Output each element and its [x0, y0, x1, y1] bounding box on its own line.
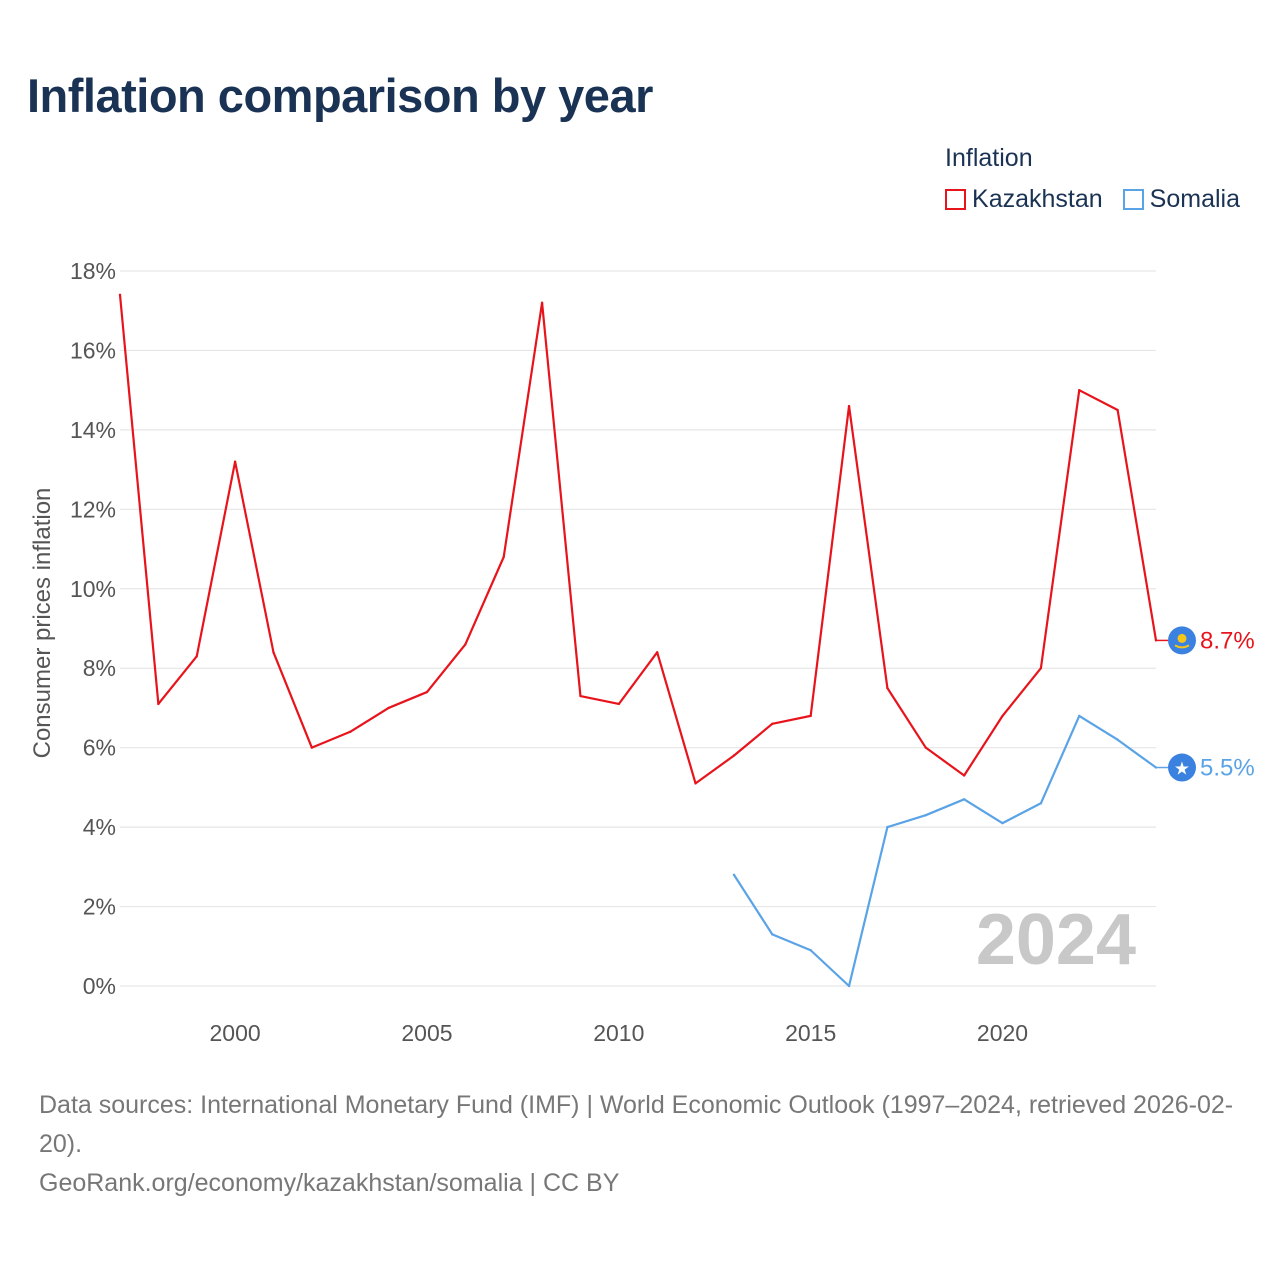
data-point-kazakhstan — [1039, 667, 1043, 670]
data-point-kazakhstan — [1001, 714, 1004, 718]
flag-icon-somalia — [1168, 753, 1196, 782]
y-axis-ticks: 0% 2% 4% 6% 8% 10% 12% 14% 16% 18% — [70, 258, 116, 999]
legend-label-kazakhstan: Kazakhstan — [972, 185, 1103, 213]
data-point-kazakhstan — [962, 774, 966, 777]
legend-swatch-somalia — [1122, 189, 1144, 210]
legend-item-somalia[interactable]: Somalia — [1122, 185, 1240, 214]
data-point-somalia — [1078, 714, 1081, 718]
y-tick-label: 0% — [83, 973, 116, 999]
data-point-kazakhstan — [1078, 388, 1081, 392]
data-point-somalia — [1001, 821, 1004, 825]
sun-icon — [1177, 633, 1187, 643]
data-point-somalia — [847, 984, 851, 988]
data-point-somalia — [732, 873, 736, 876]
data-point-kazakhstan — [771, 722, 774, 726]
end-value-label-somalia: 5.5% — [1200, 755, 1255, 782]
x-axis-ticks: 2000 2005 2010 2015 2020 — [210, 1020, 1029, 1046]
data-point-kazakhstan — [118, 293, 122, 297]
y-tick-label: 2% — [83, 894, 116, 920]
series-end-markers: 8.7% ★ 5.5% — [1156, 626, 1255, 782]
data-point-somalia — [924, 813, 927, 817]
y-tick-label: 18% — [70, 258, 116, 284]
end-value-label-kazakhstan: 8.7% — [1200, 627, 1255, 654]
data-point-kazakhstan — [847, 404, 851, 408]
source-link[interactable]: GeoRank.org/economy/kazakhstan/somalia |… — [39, 1169, 620, 1197]
eagle-icon — [1174, 644, 1190, 649]
data-source-note: Data sources: International Monetary Fun… — [39, 1091, 1234, 1158]
data-point-kazakhstan — [732, 754, 736, 757]
data-point-kazakhstan — [310, 746, 314, 749]
data-point-kazakhstan — [272, 651, 275, 654]
data-point-kazakhstan — [694, 782, 697, 785]
data-point-kazakhstan — [579, 694, 582, 698]
star-icon: ★ — [1174, 759, 1190, 779]
y-tick-label: 4% — [83, 814, 116, 840]
legend-swatch-kazakhstan — [945, 189, 967, 210]
x-tick-label: 2015 — [785, 1020, 836, 1046]
data-point-kazakhstan — [464, 643, 467, 646]
series-line-somalia[interactable] — [733, 714, 1157, 988]
data-point-kazakhstan — [233, 460, 237, 463]
data-point-kazakhstan — [924, 746, 927, 749]
data-point-somalia — [1116, 738, 1119, 741]
y-tick-label: 8% — [83, 655, 116, 681]
chart-title: Inflation comparison by year — [27, 69, 653, 122]
data-point-kazakhstan — [617, 702, 621, 706]
legend: Inflation Kazakhstan Somalia — [945, 144, 1240, 214]
data-point-somalia — [809, 949, 812, 952]
data-point-kazakhstan — [157, 702, 160, 706]
legend-item-kazakhstan[interactable]: Kazakhstan — [945, 185, 1103, 214]
data-point-somalia — [886, 825, 889, 829]
data-point-kazakhstan — [387, 706, 390, 710]
data-point-somalia — [771, 933, 774, 936]
x-tick-label: 2010 — [593, 1020, 644, 1046]
y-tick-label: 10% — [70, 576, 116, 602]
y-tick-label: 14% — [70, 417, 116, 443]
data-point-kazakhstan — [809, 714, 812, 718]
series-line-kazakhstan[interactable] — [118, 294, 1158, 785]
line-chart: 0%2%4%6%8%10%12%14%16%18% 2000 2005 2010 20… — [29, 258, 1255, 1046]
data-point-somalia — [962, 798, 966, 801]
x-tick-label: 2005 — [401, 1020, 452, 1046]
y-tick-label: 12% — [70, 496, 116, 522]
x-tick-label: 2000 — [210, 1020, 261, 1046]
legend-title: Inflation — [945, 144, 1033, 172]
grid-lines — [120, 270, 1156, 987]
data-point-kazakhstan — [349, 730, 352, 733]
footer: Data sources: International Monetary Fun… — [39, 1086, 1249, 1203]
current-year-watermark: 2024 — [976, 900, 1136, 980]
x-tick-label: 2020 — [977, 1020, 1028, 1046]
data-point-kazakhstan — [425, 690, 429, 694]
y-axis-label: Consumer prices inflation — [29, 488, 56, 759]
data-point-kazakhstan — [195, 655, 198, 658]
data-point-kazakhstan — [1116, 408, 1119, 412]
series-lines — [118, 293, 1158, 988]
data-point-kazakhstan — [655, 651, 659, 654]
y-tick-label: 6% — [83, 735, 116, 761]
y-tick-label: 16% — [70, 337, 116, 363]
data-point-kazakhstan — [502, 555, 505, 559]
data-point-kazakhstan — [886, 686, 889, 690]
data-point-somalia — [1039, 802, 1043, 805]
data-point-kazakhstan — [540, 301, 544, 304]
legend-label-somalia: Somalia — [1149, 185, 1240, 213]
